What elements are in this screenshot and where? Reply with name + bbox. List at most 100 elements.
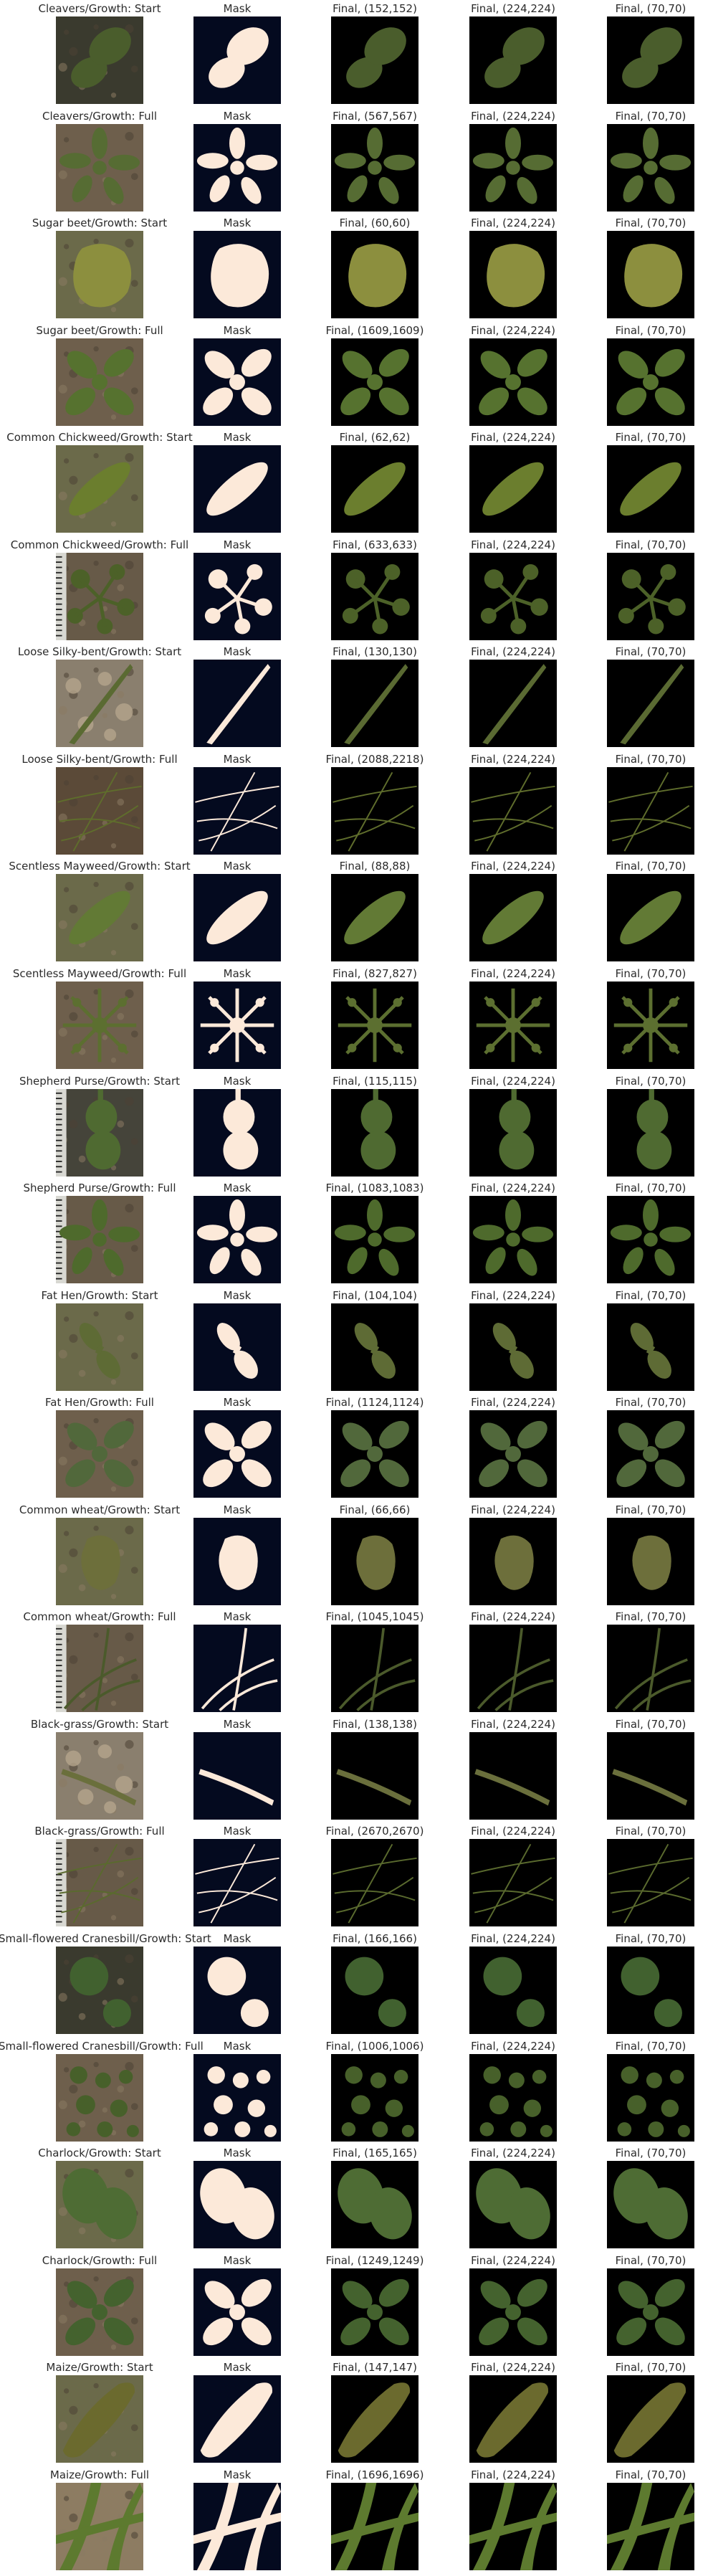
masked-plant-image [331, 1625, 418, 1713]
masked-plant-image [331, 1517, 418, 1605]
masked-plant-image [331, 1839, 418, 1927]
final-70-title: Final, (70,70) [615, 109, 687, 123]
mask-title: Mask [223, 1182, 252, 1195]
final-224-panel: Final, (224,224) [469, 645, 557, 753]
segmentation-mask [193, 445, 281, 533]
mask-panel: Mask [193, 2361, 281, 2468]
masked-plant-image [607, 1517, 694, 1605]
masked-plant-image [607, 2161, 694, 2248]
masked-plant-image [331, 445, 418, 533]
masked-plant-image [331, 660, 418, 748]
sample-title: Cleavers/Growth: Start [38, 2, 161, 15]
final-70-panel: Final, (70,70) [607, 2468, 694, 2576]
mask-title: Mask [223, 752, 252, 766]
masked-plant-image [469, 2482, 557, 2570]
final-70-title: Final, (70,70) [615, 431, 687, 445]
segmentation-mask [193, 1410, 281, 1498]
final-original-size-title: Final, (60,60) [339, 217, 411, 230]
masked-plant-image [331, 2375, 418, 2463]
final-original-size-title: Final, (104,104) [333, 1288, 417, 1302]
original-image-panel: Small-flowered Cranesbill/Growth: Full [0, 2040, 204, 2147]
masked-plant-image [607, 1303, 694, 1391]
final-224-title: Final, (224,224) [471, 645, 555, 659]
final-original-size-panel: Final, (165,165) [331, 2147, 418, 2254]
masked-plant-image [469, 123, 557, 212]
mask-title: Mask [223, 2039, 252, 2053]
final-224-title: Final, (224,224) [471, 2468, 555, 2481]
final-70-panel: Final, (70,70) [607, 860, 694, 967]
final-original-size-panel: Final, (62,62) [331, 431, 418, 538]
figure-row: Maize/Growth: Start Mask Final, (147,147) F… [0, 2361, 708, 2468]
final-70-panel: Final, (70,70) [607, 2, 694, 110]
figure-row: Shepherd Purse/Growth: Full Mask Final, (1… [0, 1182, 708, 1289]
sample-title: Scentless Mayweed/Growth: Start [9, 860, 191, 873]
masked-plant-image [607, 16, 694, 104]
mask-title: Mask [223, 1396, 252, 1410]
final-224-title: Final, (224,224) [471, 431, 555, 445]
masked-plant-image [469, 231, 557, 319]
final-224-panel: Final, (224,224) [469, 324, 557, 432]
masked-plant-image [331, 1410, 418, 1498]
final-original-size-title: Final, (66,66) [339, 1503, 411, 1516]
sample-title: Loose Silky-bent/Growth: Full [21, 752, 178, 766]
sample-title: Fat Hen/Growth: Start [41, 1288, 158, 1302]
final-224-panel: Final, (224,224) [469, 1610, 557, 1718]
masked-plant-image [607, 982, 694, 1069]
masked-plant-image [469, 1839, 557, 1927]
final-224-panel: Final, (224,224) [469, 2254, 557, 2362]
segmentation-mask [193, 874, 281, 962]
final-original-size-panel: Final, (827,827) [331, 967, 418, 1075]
segmentation-mask [193, 231, 281, 319]
mask-panel: Mask [193, 2468, 281, 2576]
seedling-photo [56, 982, 143, 1069]
final-70-title: Final, (70,70) [615, 1610, 687, 1624]
final-224-panel: Final, (224,224) [469, 2468, 557, 2576]
final-70-panel: Final, (70,70) [607, 1289, 694, 1397]
sample-title: Black-grass/Growth: Start [30, 1717, 169, 1731]
mask-panel: Mask [193, 2040, 281, 2147]
final-original-size-title: Final, (2670,2670) [325, 1825, 424, 1838]
mask-panel: Mask [193, 860, 281, 967]
original-image-panel: Sugar beet/Growth: Full [36, 324, 163, 432]
original-image-panel: Fat Hen/Growth: Start [42, 1289, 158, 1397]
mask-panel: Mask [193, 1182, 281, 1289]
final-224-panel: Final, (224,224) [469, 1825, 557, 1932]
final-original-size-title: Final, (1124,1124) [325, 1396, 424, 1410]
final-70-panel: Final, (70,70) [607, 967, 694, 1075]
seedling-photo [56, 2268, 143, 2356]
final-original-size-title: Final, (147,147) [333, 2361, 417, 2375]
final-original-size-title: Final, (138,138) [333, 1717, 417, 1731]
seedling-photo [56, 2375, 143, 2463]
masked-plant-image [331, 1088, 418, 1177]
masked-plant-image [469, 2053, 557, 2142]
segmentation-mask [193, 1731, 281, 1820]
mask-title: Mask [223, 1074, 252, 1088]
final-original-size-panel: Final, (1249,1249) [326, 2254, 424, 2362]
final-224-panel: Final, (224,224) [469, 2040, 557, 2147]
mask-panel: Mask [193, 217, 281, 324]
sample-title: Sugar beet/Growth: Start [32, 217, 168, 230]
mask-panel: Mask [193, 1718, 281, 1825]
final-70-title: Final, (70,70) [615, 1931, 687, 1945]
final-original-size-panel: Final, (1609,1609) [326, 324, 424, 432]
masked-plant-image [607, 1946, 694, 2034]
figure-row: Charlock/Growth: Full Mask Final, (1249,12… [0, 2254, 708, 2362]
final-70-title: Final, (70,70) [615, 1825, 687, 1838]
masked-plant-image [469, 1517, 557, 1605]
original-image-panel: Shepherd Purse/Growth: Full [23, 1182, 176, 1289]
segmentation-mask [193, 2053, 281, 2142]
masked-plant-image [607, 1196, 694, 1284]
final-224-title: Final, (224,224) [471, 1931, 555, 1945]
final-70-panel: Final, (70,70) [607, 538, 694, 646]
seedling-photo [56, 1303, 143, 1391]
masked-plant-image [469, 1731, 557, 1820]
final-224-title: Final, (224,224) [471, 1717, 555, 1731]
segmentation-mask [193, 766, 281, 855]
figure-row: Scentless Mayweed/Growth: Full Mask Final,… [0, 967, 708, 1075]
final-70-title: Final, (70,70) [615, 323, 687, 337]
final-70-panel: Final, (70,70) [607, 324, 694, 432]
original-image-panel: Charlock/Growth: Full [42, 2254, 157, 2362]
mask-title: Mask [223, 1610, 252, 1624]
final-70-title: Final, (70,70) [615, 1288, 687, 1302]
final-224-panel: Final, (224,224) [469, 2147, 557, 2254]
